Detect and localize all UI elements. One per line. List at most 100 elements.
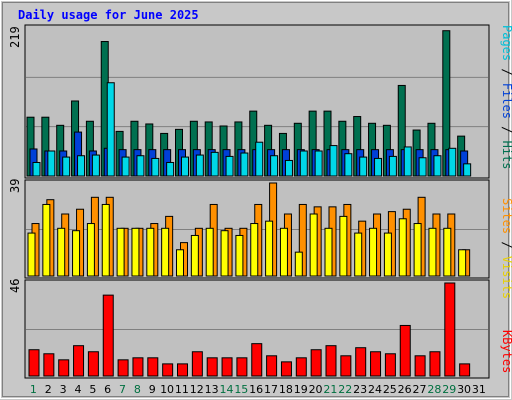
bar-pages (284, 159, 293, 177)
bar-kbytes (355, 347, 367, 377)
bar-kbytes (132, 357, 144, 377)
bar-pages (121, 156, 130, 177)
x-tick-label: 2 (45, 383, 52, 396)
bar-kbytes (221, 357, 233, 377)
bar-pages (181, 156, 189, 177)
bar-sites (146, 227, 155, 277)
bar-sites (101, 203, 110, 277)
x-tick-label: 14 (219, 383, 233, 396)
x-tick-label: 5 (89, 383, 96, 396)
bar-sites (369, 227, 378, 277)
x-tick-label: 3 (60, 383, 67, 396)
graph-title: Daily usage for June 2025 (18, 8, 199, 22)
x-tick-label: 29 (442, 383, 456, 396)
bar-sites (131, 227, 140, 277)
legend-sep: / (500, 61, 512, 83)
x-tick-label: 31 (472, 383, 486, 396)
bar-sites (205, 227, 214, 277)
bar-sites (413, 223, 422, 277)
legend-kbytes: KBytes (500, 330, 512, 373)
bar-kbytes (266, 355, 278, 377)
bar-sites (86, 223, 95, 277)
x-tick-label: 9 (149, 383, 156, 396)
bar-kbytes (251, 343, 263, 377)
legend-sep: / (500, 234, 512, 256)
legend-files: Files (500, 83, 512, 119)
bar-kbytes (295, 357, 307, 377)
bar-kbytes (191, 351, 203, 377)
bar-kbytes (87, 351, 99, 377)
bar-kbytes (147, 357, 159, 377)
bar-sites (190, 234, 199, 277)
y-max-label-visits: 39 (8, 179, 22, 193)
bar-kbytes (102, 294, 114, 377)
bar-kbytes (28, 349, 40, 377)
frame-shadow (2, 2, 509, 397)
bar-sites (398, 218, 407, 277)
bar-sites (279, 227, 288, 277)
bar-pages (136, 155, 145, 177)
bar-kbytes (177, 363, 188, 377)
bar-kbytes (236, 357, 248, 377)
bar-sites (250, 223, 259, 277)
bar-kbytes (310, 349, 322, 377)
x-tick-label: 15 (234, 383, 248, 396)
bar-pages (240, 152, 249, 177)
bar-pages (106, 82, 115, 177)
x-tick-label: 12 (190, 383, 204, 396)
bar-pages (255, 141, 264, 177)
bar-kbytes (459, 363, 471, 377)
bar-sites (57, 227, 66, 277)
bar-pages (32, 161, 41, 177)
bar-sites (339, 215, 348, 277)
x-tick-label: 25 (383, 383, 397, 396)
bar-pages (77, 155, 86, 177)
bar-kbytes (43, 353, 55, 377)
bar-kbytes (340, 355, 352, 377)
bar-kbytes (325, 345, 337, 377)
bar-kbytes (73, 345, 85, 377)
bar-pages (359, 156, 368, 177)
bar-pages (418, 157, 427, 177)
x-tick-label: 18 (279, 383, 293, 396)
bar-kbytes (280, 361, 292, 377)
y-max-label-kbytes: 46 (8, 279, 22, 293)
bar-pages (374, 157, 383, 177)
x-tick-label: 16 (249, 383, 263, 396)
bar-pages (299, 150, 308, 177)
bar-kbytes (414, 355, 426, 377)
bar-kbytes (206, 357, 218, 377)
bar-pages (210, 151, 219, 177)
bar-sites (220, 230, 229, 277)
bar-pages (463, 163, 472, 177)
bar-sites (294, 251, 303, 277)
legend-pages: Pages (500, 25, 512, 61)
bar-kbytes (58, 359, 70, 377)
bar-pages (314, 150, 323, 177)
bar-pages (225, 155, 234, 177)
legend-hits: Hits (500, 141, 512, 170)
bar-pages (47, 150, 56, 177)
bars (26, 30, 472, 377)
bar-pages (448, 147, 457, 177)
x-tick-label: 26 (398, 383, 412, 396)
bar-pages (403, 146, 412, 177)
bar-pages (166, 161, 175, 177)
bar-pages (62, 156, 71, 177)
legend-visits-sites: Sites / Visits (500, 198, 512, 299)
x-tick-label: 7 (119, 383, 126, 396)
x-tick-label: 6 (104, 383, 111, 396)
bar-kbytes (444, 282, 456, 377)
bar-sites (458, 249, 467, 277)
bar-sites (383, 232, 392, 277)
x-tick-label: 17 (264, 383, 278, 396)
bar-pages (388, 155, 397, 177)
bar-kbytes (162, 363, 174, 377)
x-tick-label: 19 (294, 383, 308, 396)
legend-sites: Sites (500, 198, 512, 234)
bar-kbytes (384, 353, 396, 377)
bar-sites (443, 227, 452, 277)
legend-visits: Visits (500, 256, 512, 299)
bar-sites (42, 203, 51, 277)
bar-sites (176, 249, 184, 277)
